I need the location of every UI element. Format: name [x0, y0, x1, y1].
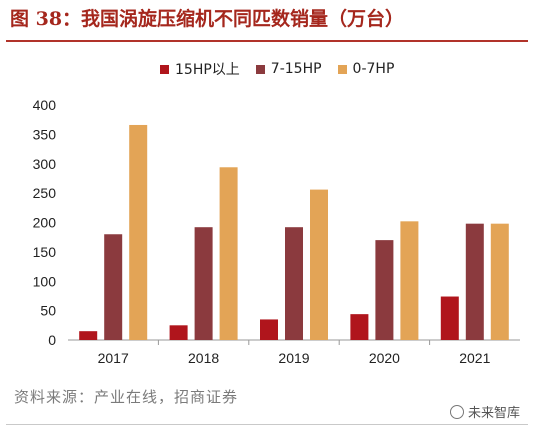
title-divider — [6, 40, 528, 42]
bar-7-15HP-2018 — [194, 227, 213, 340]
y-tick-label: 300 — [33, 156, 57, 172]
bar-0-7HP-2021 — [490, 223, 509, 340]
legend-swatch-series-1 — [255, 64, 265, 74]
watermark-icon — [449, 404, 464, 419]
y-tick-label: 350 — [33, 126, 57, 142]
legend-label-series-0: 15HP以上 — [175, 62, 240, 78]
y-tick-label: 50 — [40, 303, 56, 319]
y-tick-label: 200 — [33, 215, 57, 231]
x-tick-label: 2017 — [98, 350, 129, 366]
bar-15HP以上-2019 — [260, 319, 278, 340]
bar-0-7HP-2019 — [310, 189, 328, 340]
bar-15HP以上-2020 — [350, 314, 369, 340]
legend-item-series-1: 7-15HP — [255, 59, 322, 79]
bar-15HP以上-2021 — [440, 296, 459, 340]
x-tick-label: 2020 — [369, 350, 400, 366]
watermark: 未来智库 — [449, 402, 520, 421]
bar-7-15HP-2020 — [375, 240, 394, 340]
bar-7-15HP-2017 — [104, 234, 123, 340]
legend-item-series-2: 0-7HP — [337, 59, 395, 79]
y-tick-label: 250 — [33, 185, 57, 201]
x-tick-label: 2019 — [278, 350, 309, 366]
source-note: 资料来源：产业在线，招商证券 — [14, 388, 239, 406]
legend-label-series-1: 7-15HP — [270, 61, 322, 77]
figure-title: 图 38：我国涡旋压缩机不同匹数销量（万台） — [10, 8, 405, 30]
x-tick-label: 2018 — [188, 350, 219, 366]
legend-swatch-series-0 — [160, 64, 169, 74]
bar-15HP以上-2018 — [169, 325, 188, 340]
bar-7-15HP-2021 — [465, 223, 484, 340]
y-tick-label: 0 — [48, 332, 56, 348]
bar-chart: 0 50 100 150 200 250 300 350 400 2017 2018 2019 2020… — [33, 97, 520, 366]
bar-0-7HP-2018 — [219, 167, 238, 340]
bar-0-7HP-2020 — [400, 221, 419, 340]
y-tick-label: 150 — [33, 244, 57, 260]
legend-label-series-2: 0-7HP — [352, 61, 395, 77]
watermark-text: 未来智库 — [467, 406, 520, 421]
bottom-divider — [6, 424, 528, 425]
legend-swatch-series-2 — [337, 64, 347, 74]
bar-7-15HP-2019 — [285, 227, 303, 340]
chart-legend: 15HP以上 7-15HP 0-7HP — [160, 59, 394, 79]
bar-0-7HP-2017 — [129, 124, 148, 340]
y-tick-label: 400 — [33, 97, 57, 113]
y-tick-label: 100 — [33, 273, 57, 289]
bar-15HP以上-2017 — [79, 331, 98, 340]
x-tick-label: 2021 — [459, 350, 490, 366]
legend-item-series-0: 15HP以上 — [160, 59, 240, 79]
